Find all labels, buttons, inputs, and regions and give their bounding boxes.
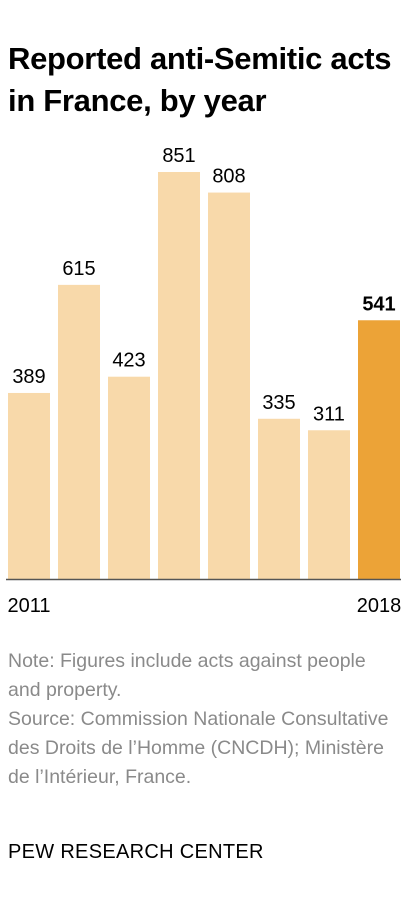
- bar-2: [58, 284, 100, 579]
- x-tick-label-2011: 2011: [7, 595, 50, 617]
- value-labels-group: 389 615 423 851 808 335 311 541: [12, 145, 395, 425]
- value-label-3: 423: [112, 350, 145, 372]
- value-label-2: 615: [62, 258, 95, 280]
- bar-8: [358, 320, 400, 579]
- bar-3: [108, 376, 150, 579]
- bars-group: [8, 172, 400, 579]
- value-label-5: 808: [212, 166, 245, 188]
- bar-6: [258, 418, 300, 579]
- x-tick-label-2018: 2018: [357, 595, 401, 617]
- bar-1: [8, 392, 50, 579]
- chart-title: Reported anti-Semitic acts in France, by…: [8, 41, 392, 118]
- bar-5: [208, 192, 250, 579]
- note-text: Note: Figures include acts against peopl…: [8, 650, 366, 701]
- value-label-8: 541: [362, 293, 395, 315]
- x-axis-labels-group: 2011 2018: [7, 595, 401, 617]
- value-label-1: 389: [12, 366, 45, 388]
- value-label-4: 851: [162, 145, 195, 167]
- bar-7: [308, 430, 350, 579]
- bar-chart: 389 615 423 851 808 335 311 541 2011 2018: [6, 145, 401, 617]
- value-label-6: 335: [262, 392, 295, 414]
- brand-logo-text: PEW RESEARCH CENTER: [8, 841, 264, 863]
- chart-notes: Note: Figures include acts against peopl…: [8, 647, 398, 792]
- value-label-7: 311: [313, 403, 345, 425]
- source-text: Source: Commission Nationale Consultativ…: [8, 708, 389, 788]
- bar-4: [158, 172, 200, 579]
